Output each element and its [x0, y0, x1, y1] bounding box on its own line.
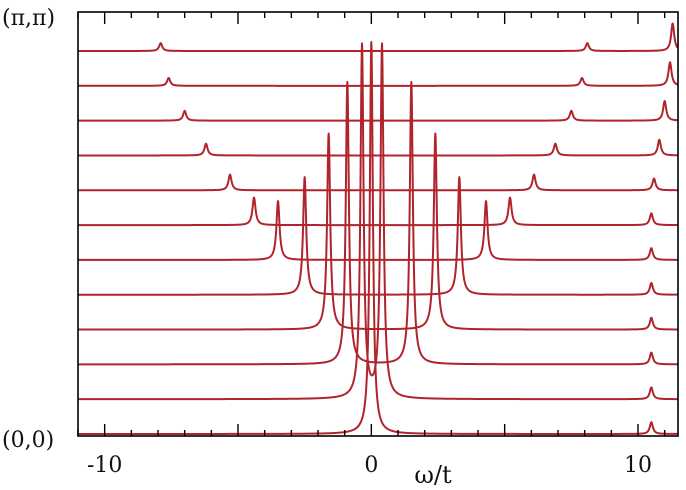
spectrum-curve-9: [78, 138, 679, 157]
x-axis-ticks: [77, 12, 666, 436]
spectrum-curve-11: [78, 61, 679, 87]
x-axis-label: ω/t: [414, 461, 452, 489]
spectrum-curve-4: [78, 132, 679, 331]
spectra-curves: [78, 22, 679, 435]
spectrum-curve-5: [78, 176, 679, 296]
row-label-top: (π,π): [2, 6, 55, 31]
spectrum-curve-7: [78, 196, 679, 227]
plot-frame: [77, 11, 679, 437]
x-tick-label-1: -10: [87, 453, 122, 478]
spectrum-curve-2: [78, 42, 679, 401]
spectrum-curve-3: [78, 80, 679, 366]
spectrum-curve-1: [78, 41, 679, 435]
spectrum-curve-6: [78, 200, 679, 261]
x-axis-tick-labels: -10 0 10: [87, 453, 652, 478]
spectrum-curve-12: [78, 22, 679, 52]
x-tick-label-2: 0: [364, 453, 378, 478]
spectrum-curve-8: [78, 173, 679, 192]
row-label-bottom: (0,0): [2, 428, 54, 453]
x-tick-label-3: 10: [624, 453, 652, 478]
spectrum-curve-10: [78, 100, 679, 122]
